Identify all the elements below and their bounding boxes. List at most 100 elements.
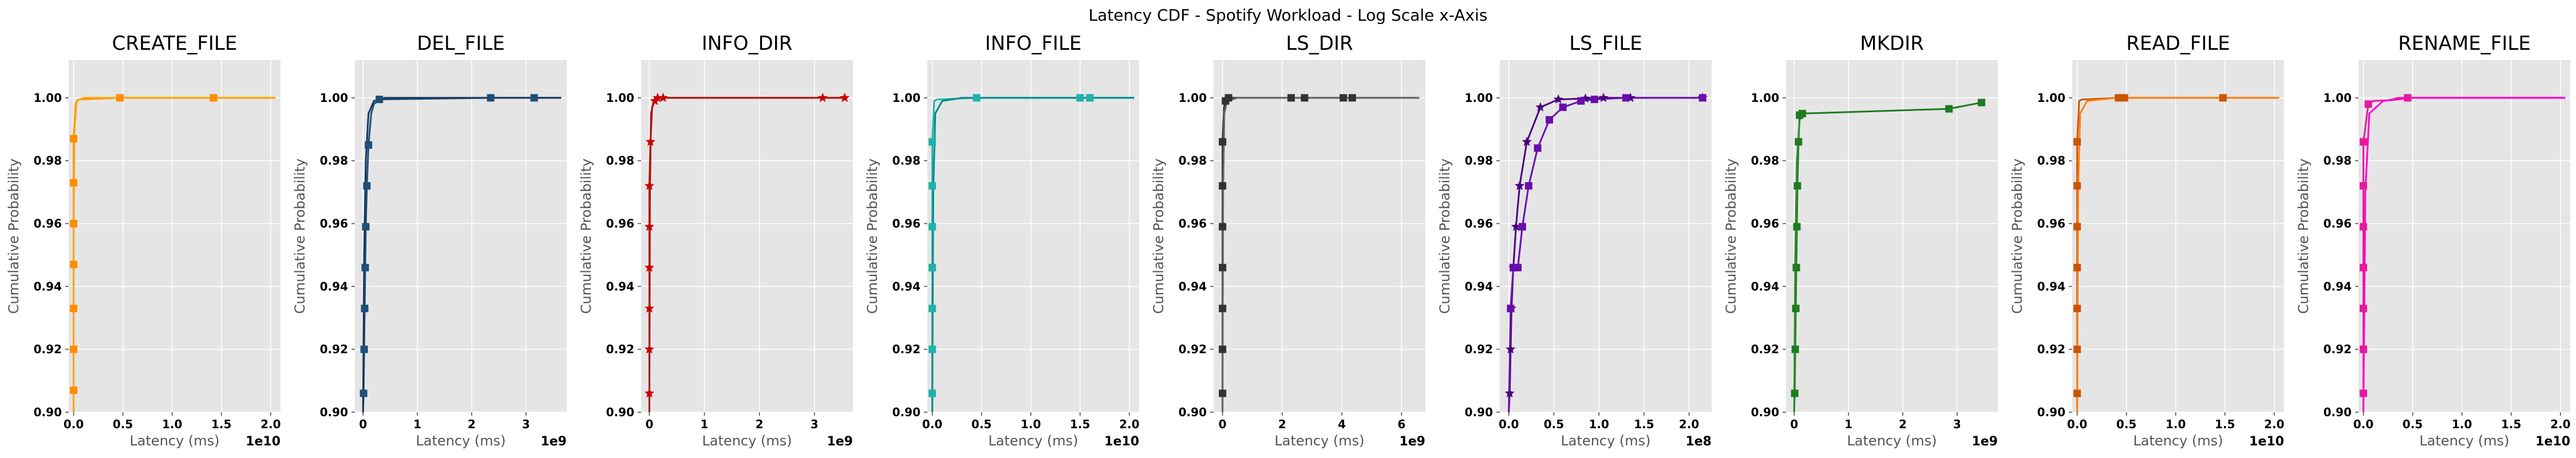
y-tick-label: 0.96	[892, 217, 920, 231]
plot-area	[1500, 60, 1712, 412]
data-point-marker	[1622, 94, 1630, 102]
data-point-marker	[1791, 389, 1799, 397]
plot-area	[641, 60, 853, 412]
x-tick-label: 1	[1844, 417, 1852, 431]
y-tick-label: 0.92	[320, 342, 348, 356]
y-axis-label: Cumulative Probability	[6, 159, 22, 314]
subplot-title: CREATE_FILE	[112, 32, 238, 55]
data-point-marker	[1798, 109, 1806, 117]
y-tick-label: 0.92	[2037, 342, 2065, 356]
x-axis-label: Latency (ms)	[1560, 433, 1650, 449]
x-tick-label: 3	[522, 417, 530, 431]
x-tick-label: 2.0	[260, 417, 280, 431]
y-tick-label: 0.94	[892, 279, 920, 293]
data-point-marker	[2360, 182, 2368, 190]
x-tick-label: 0.0	[64, 417, 84, 431]
data-point-marker	[1219, 182, 1227, 190]
data-point-marker	[644, 262, 654, 272]
data-point-marker	[360, 345, 368, 353]
y-tick-label: 1.00	[1465, 91, 1493, 105]
data-point-marker	[1577, 97, 1585, 105]
y-tick-label: 0.94	[2324, 279, 2352, 293]
data-point-marker	[1792, 263, 1800, 271]
data-point-marker	[644, 222, 654, 231]
data-point-marker	[1590, 96, 1598, 104]
data-point-marker	[363, 182, 371, 190]
subplot-title: INFO_FILE	[985, 32, 1082, 55]
data-point-marker	[1515, 180, 1525, 190]
subplot-1: 0.90 0.92 0.94 0.96 0.98 1.00 0 1 2 3 DEL_FILE Late…	[292, 32, 567, 449]
data-point-marker	[2073, 223, 2081, 231]
data-point-marker	[1553, 94, 1563, 104]
data-point-marker	[2360, 223, 2368, 231]
y-tick-label: 0.96	[320, 217, 348, 231]
y-tick-label: 0.90	[1179, 405, 1207, 419]
data-point-marker	[929, 389, 937, 397]
data-point-marker	[2360, 305, 2368, 313]
plot-area	[69, 60, 280, 412]
x-tick-label: 2.0	[1679, 417, 1699, 431]
x-axis-offset-label: 1e8	[1685, 435, 1712, 449]
data-point-marker	[1792, 305, 1800, 313]
x-axis-offset-label: 1e10	[2535, 435, 2570, 449]
x-tick-label: 2.0	[2264, 417, 2284, 431]
series-group	[2360, 94, 2566, 412]
subplot-title: INFO_DIR	[702, 32, 793, 55]
y-tick-label: 0.98	[1179, 154, 1207, 168]
y-tick-label: 0.90	[2037, 405, 2065, 419]
series-group	[929, 94, 1135, 412]
y-tick-label: 1.00	[892, 91, 920, 105]
y-tick-label: 0.96	[2037, 217, 2065, 231]
y-tick-label: 0.90	[1751, 405, 1779, 419]
data-point-marker	[70, 305, 78, 313]
data-point-marker	[658, 92, 668, 102]
y-tick-label: 0.98	[320, 154, 348, 168]
x-axis-offset-label: 1e10	[1104, 435, 1139, 449]
x-tick-label: 1.0	[1589, 417, 1609, 431]
data-point-marker	[487, 94, 495, 102]
data-point-marker	[1534, 144, 1542, 152]
x-tick-label: 0	[1790, 417, 1798, 431]
x-axis-label: Latency (ms)	[1847, 433, 1937, 449]
plot-area	[1214, 60, 1425, 412]
data-point-marker	[362, 223, 370, 231]
x-axis-offset-label: 1e9	[827, 435, 853, 449]
x-axis-label: Latency (ms)	[129, 433, 219, 449]
y-tick-label: 1.00	[606, 91, 634, 105]
x-tick-label: 1	[701, 417, 709, 431]
data-point-marker	[1219, 389, 1227, 397]
y-tick-label: 0.92	[34, 342, 62, 356]
data-point-marker	[70, 179, 78, 187]
series-group	[1504, 92, 1708, 412]
data-point-marker	[2073, 389, 2081, 397]
data-point-marker	[1524, 182, 1532, 190]
y-tick-label: 0.96	[1751, 217, 1779, 231]
x-tick-label: 0.0	[2067, 417, 2087, 431]
y-tick-label: 0.92	[2324, 342, 2352, 356]
data-point-marker	[70, 220, 78, 228]
data-point-marker	[2073, 345, 2081, 353]
data-point-marker	[973, 94, 981, 102]
series-line	[362, 97, 562, 412]
data-point-marker	[645, 136, 655, 146]
x-tick-label: 0.0	[2353, 417, 2373, 431]
data-point-marker	[1340, 94, 1348, 102]
x-tick-label: 1.0	[2166, 417, 2186, 431]
y-tick-label: 1.00	[2037, 91, 2065, 105]
y-axis-label: Cumulative Probability	[864, 159, 880, 314]
data-point-marker	[1598, 92, 1609, 102]
data-point-marker	[376, 96, 384, 104]
series-line	[931, 97, 1135, 412]
x-tick-label: 0.5	[2116, 417, 2136, 431]
data-point-marker	[1506, 344, 1516, 354]
subplot-title: LS_FILE	[1569, 32, 1642, 55]
data-point-marker	[1219, 223, 1227, 231]
data-point-marker	[1793, 223, 1801, 231]
data-point-marker	[1546, 116, 1554, 124]
data-point-marker	[1224, 94, 1232, 102]
data-point-marker	[817, 92, 828, 102]
y-tick-label: 0.98	[2324, 154, 2352, 168]
y-tick-label: 0.90	[606, 405, 634, 419]
y-tick-label: 0.96	[2324, 217, 2352, 231]
